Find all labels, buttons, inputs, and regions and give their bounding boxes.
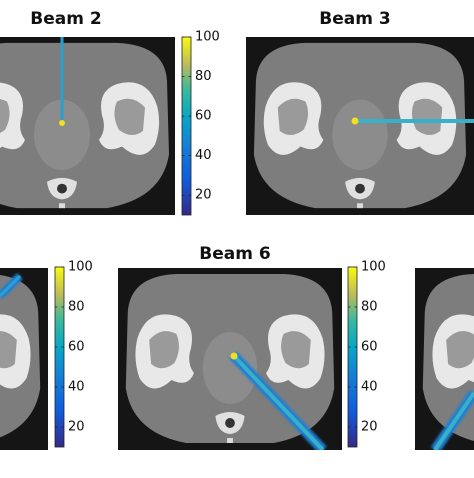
panel-title: Beam 6 bbox=[199, 244, 270, 264]
panel-title: Beam 3 bbox=[319, 9, 390, 29]
panel-title: Beam 2 bbox=[30, 9, 101, 29]
colorbar-tick-label: 60 bbox=[195, 109, 212, 124]
colorbar-tick-label: 80 bbox=[195, 69, 212, 84]
colorbar-tick-label: 40 bbox=[195, 148, 212, 163]
colorbar-tick-label: 100 bbox=[361, 260, 386, 275]
colorbar bbox=[181, 36, 192, 216]
colorbar-tick-label: 20 bbox=[361, 420, 378, 435]
colorbar-tick-label: 20 bbox=[68, 420, 85, 435]
colorbar-tick-label: 40 bbox=[68, 380, 85, 395]
colorbar bbox=[347, 266, 358, 448]
colorbar-tick-label: 80 bbox=[361, 300, 378, 315]
colorbar-tick-label: 100 bbox=[195, 30, 220, 45]
ct-image bbox=[0, 37, 175, 215]
colorbar-tick-label: 80 bbox=[68, 300, 85, 315]
colorbar bbox=[54, 266, 65, 448]
colorbar-tick-label: 20 bbox=[195, 188, 212, 203]
ct-image bbox=[0, 268, 48, 450]
colorbar-tick-label: 100 bbox=[68, 260, 93, 275]
ct-image bbox=[246, 37, 474, 215]
colorbar-tick-label: 60 bbox=[361, 340, 378, 355]
colorbar-tick-label: 60 bbox=[68, 340, 85, 355]
colorbar-tick-label: 40 bbox=[361, 380, 378, 395]
ct-image bbox=[118, 268, 342, 450]
ct-image bbox=[415, 268, 474, 450]
